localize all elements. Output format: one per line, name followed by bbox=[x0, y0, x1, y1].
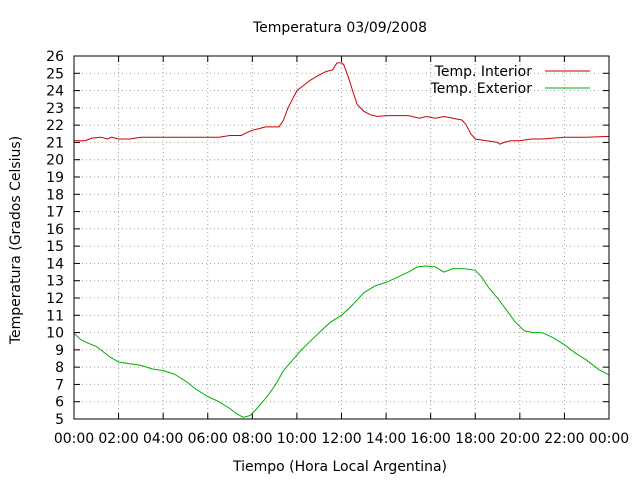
x-tick-label: 20:00 bbox=[500, 431, 540, 447]
legend-label-temp-exterior: Temp. Exterior bbox=[430, 81, 533, 97]
chart-title: Temperatura 03/09/2008 bbox=[252, 20, 427, 36]
y-tick-label: 5 bbox=[55, 412, 64, 428]
x-tick-label: 16:00 bbox=[410, 431, 450, 447]
x-tick-label: 14:00 bbox=[366, 431, 406, 447]
series-line-temp-exterior bbox=[73, 265, 610, 418]
y-tick-label: 12 bbox=[46, 291, 64, 307]
y-tick-label: 18 bbox=[46, 187, 64, 203]
y-tick-label: 6 bbox=[55, 395, 64, 411]
y-tick-label: 17 bbox=[46, 205, 64, 221]
data-series bbox=[73, 62, 610, 418]
y-tick-label: 23 bbox=[46, 101, 64, 117]
series-line-temp-interior bbox=[74, 62, 610, 145]
y-tick-label: 11 bbox=[46, 308, 64, 324]
x-tick-label: 10:00 bbox=[277, 431, 317, 447]
y-tick-label: 13 bbox=[46, 274, 64, 290]
y-tick-label: 16 bbox=[46, 222, 64, 238]
y-tick-label: 8 bbox=[55, 360, 64, 376]
y-tick-label: 7 bbox=[55, 377, 64, 393]
y-axis-label: Temperatura (Grados Celsius) bbox=[8, 136, 24, 345]
x-axis-label: Tiempo (Hora Local Argentina) bbox=[232, 459, 447, 475]
y-tick-label: 24 bbox=[46, 84, 64, 100]
x-tick-label: 18:00 bbox=[455, 431, 495, 447]
x-tick-label: 06:00 bbox=[188, 431, 228, 447]
x-tick-label: 04:00 bbox=[143, 431, 183, 447]
legend-label-temp-interior: Temp. Interior bbox=[434, 64, 533, 80]
x-tick-label: 12:00 bbox=[321, 431, 361, 447]
y-tick-label: 10 bbox=[46, 326, 64, 342]
y-tick-label: 14 bbox=[46, 256, 64, 272]
y-tick-label: 9 bbox=[55, 343, 64, 359]
plot-frame bbox=[73, 55, 610, 420]
grid-lines bbox=[74, 56, 609, 419]
y-tick-label: 15 bbox=[46, 239, 64, 255]
y-tick-label: 22 bbox=[46, 118, 64, 134]
y-tick-label: 26 bbox=[46, 49, 64, 65]
x-tick-label: 08:00 bbox=[232, 431, 272, 447]
x-tick-label: 00:00 bbox=[589, 431, 629, 447]
y-tick-label: 20 bbox=[46, 153, 64, 169]
y-tick-label: 19 bbox=[46, 170, 64, 186]
y-tick-label: 25 bbox=[46, 66, 64, 82]
x-tick-label: 00:00 bbox=[54, 431, 94, 447]
x-tick-label: 22:00 bbox=[544, 431, 584, 447]
x-tick-label: 02:00 bbox=[98, 431, 138, 447]
y-tick-label: 21 bbox=[46, 135, 64, 151]
